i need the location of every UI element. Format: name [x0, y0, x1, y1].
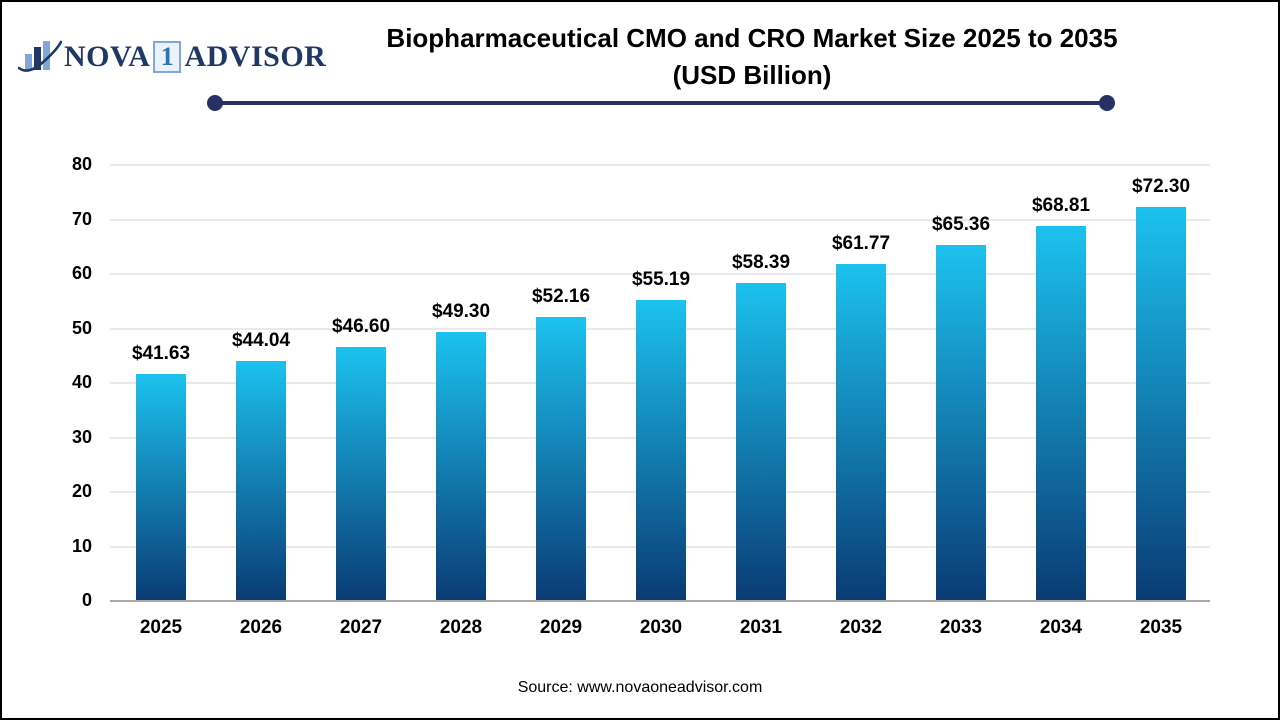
x-tick-label-2025: 2025	[139, 617, 183, 638]
logo-text: NOVA 1 ADVISOR	[64, 40, 326, 74]
x-tick-label-2029: 2029	[539, 617, 583, 638]
x-tick-label-2031: 2031	[739, 617, 783, 638]
logo-part2: ADVISOR	[184, 40, 327, 73]
bar-2033	[936, 244, 986, 601]
source-text: Source: www.novaoneadvisor.com	[517, 679, 763, 696]
bar-2035	[1136, 206, 1186, 601]
y-tick-label: 20	[71, 481, 92, 501]
logo-part1: NOVA	[64, 40, 151, 73]
bar-value-label-2031: $58.39	[731, 251, 791, 273]
bar-2031	[736, 282, 786, 601]
x-tick-label-2034: 2034	[1039, 617, 1083, 638]
gridline-80	[110, 164, 1210, 166]
bar-2029	[536, 316, 586, 601]
bar-value-label-2025: $41.63	[131, 343, 191, 365]
x-tick-label-2030: 2030	[639, 617, 683, 638]
bar-value-label-2034: $68.81	[1031, 194, 1091, 216]
bar-value-label-2026: $44.04	[231, 329, 291, 351]
chart-title-line2: (USD Billion)	[672, 60, 832, 90]
bar-2026	[236, 360, 286, 601]
bar-value-label-2027: $46.60	[331, 316, 391, 338]
x-tick-label-2032: 2032	[839, 617, 883, 638]
divider-left-dot	[207, 95, 223, 111]
y-tick-label: 80	[71, 154, 92, 174]
bar-value-label-2035: $72.30	[1131, 175, 1191, 197]
bar-2025	[136, 374, 186, 601]
bar-value-label-2033: $65.36	[931, 213, 991, 235]
chart-title-line1: Biopharmaceutical CMO and CRO Market Siz…	[386, 23, 1118, 53]
gridline-70	[110, 218, 1210, 221]
bar-value-label-2029: $52.16	[531, 285, 591, 307]
y-tick-label: 40	[71, 372, 92, 392]
gridline-60	[110, 273, 1210, 275]
title-divider-line	[207, 95, 1115, 111]
bar-value-label-2032: $61.77	[831, 233, 891, 255]
bar-value-label-2030: $55.19	[631, 269, 691, 291]
logo-one-box: 1	[153, 41, 182, 73]
y-tick-label: 30	[71, 426, 92, 447]
y-tick-label: 0	[81, 590, 92, 610]
x-tick-label-2033: 2033	[939, 617, 983, 638]
x-tick-label-2026: 2026	[239, 617, 283, 638]
bar-2027	[336, 347, 386, 601]
bar-2034	[1036, 225, 1086, 601]
x-axis-line	[110, 600, 1210, 602]
divider-right-dot	[1099, 95, 1115, 111]
nova-one-advisor-logo: NOVA 1 ADVISOR	[18, 36, 326, 78]
y-tick-label: 10	[71, 535, 92, 556]
y-tick-label: 70	[71, 208, 92, 229]
x-tick-label-2028: 2028	[439, 617, 483, 638]
bar-2030	[636, 300, 686, 601]
bar-chart-swoosh-icon	[18, 40, 62, 72]
bar-2032	[836, 264, 886, 601]
x-tick-label-2027: 2027	[339, 617, 383, 638]
y-tick-label: 60	[71, 263, 92, 283]
y-tick-label: 50	[71, 317, 92, 338]
bar-2028	[436, 332, 486, 601]
chart-title: Biopharmaceutical CMO and CRO Market Siz…	[302, 20, 1202, 94]
bar-value-label-2028: $49.30	[431, 301, 491, 323]
x-tick-label-2035: 2035	[1139, 617, 1183, 638]
